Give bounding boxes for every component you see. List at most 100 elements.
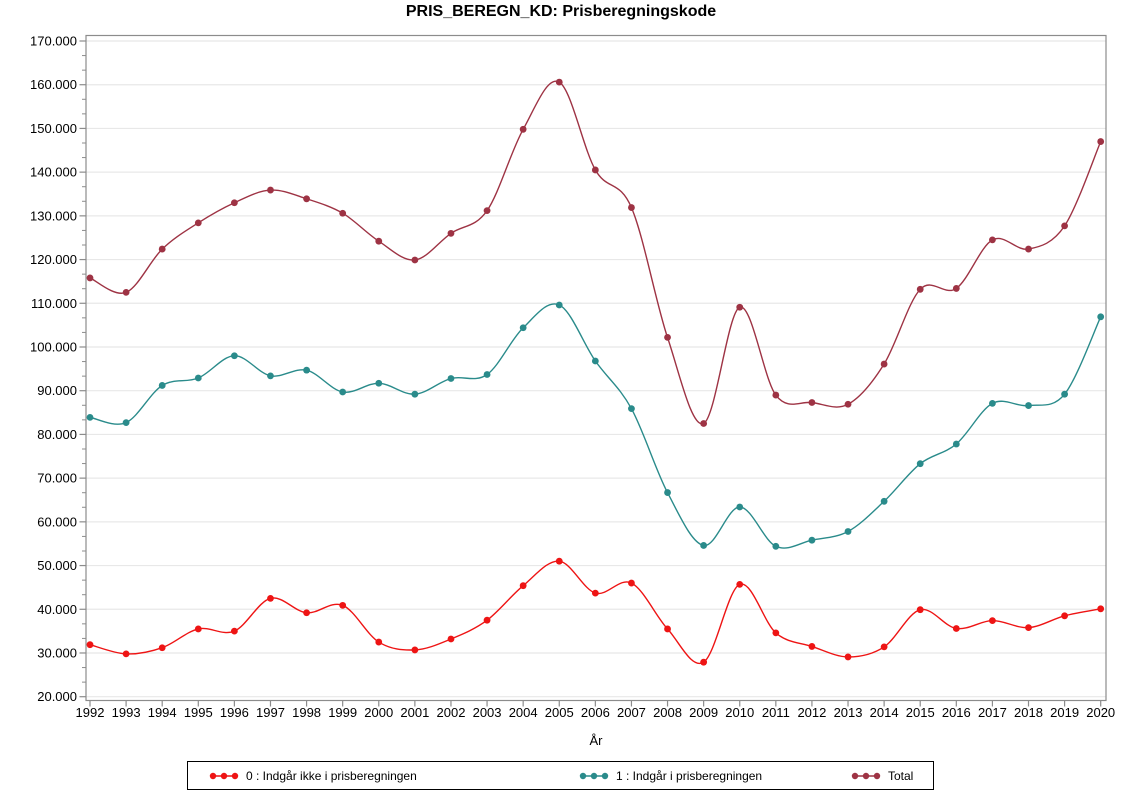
data-point-marker [952,625,960,632]
x-tick-label: 2008 [653,705,682,720]
data-point-marker [1025,402,1032,409]
x-tick-label: 2003 [473,705,502,720]
data-point-marker [808,399,816,406]
data-point-marker [772,629,780,637]
data-point-marker [916,606,924,614]
y-tick-label: 40.000 [37,602,77,617]
data-point-marker [194,374,202,382]
data-point-marker [555,557,563,565]
data-point-marker [1097,313,1105,321]
data-point-marker [267,594,274,602]
data-point-marker [628,204,635,211]
data-point-marker [519,324,527,332]
data-point-marker [989,617,996,625]
data-point-marker [591,166,599,174]
x-tick-label: 2013 [834,705,863,720]
x-tick-label: 1997 [256,705,285,720]
data-point-marker [230,199,238,207]
data-point-marker [158,245,166,253]
data-point-marker [1061,222,1069,230]
legend-entry-total: Total [850,762,913,789]
legend-label-series1: 1 : Indgår i prisberegningen [616,768,763,783]
data-point-marker [772,391,780,399]
data-point-marker [880,497,888,505]
data-point-marker [519,125,527,133]
legend-entry-series0: 0 : Indgår ikke i prisberegningen [208,762,417,789]
x-tick-label: 2007 [617,705,646,720]
data-point-marker [952,440,960,448]
data-point-marker [483,616,491,624]
data-point-marker [700,542,708,549]
y-tick-label: 20.000 [37,689,77,704]
data-point-marker [158,644,166,652]
data-point-marker [375,379,383,387]
data-point-marker [808,536,816,544]
x-tick-label: 1995 [184,705,213,720]
data-point-marker [664,625,671,633]
y-tick-label: 60.000 [37,514,77,529]
data-point-marker [736,303,744,311]
data-point-marker [483,207,491,215]
legend-label-total: Total [888,768,914,783]
data-point-marker [447,375,455,382]
data-point-marker [1061,612,1069,620]
legend-line-sample-icon [579,772,609,779]
series-line-1 [89,303,1102,549]
data-point-marker [555,78,563,86]
data-point-marker [194,219,202,227]
x-tick-label: 1992 [76,705,105,720]
x-tick-label: 2011 [762,705,790,720]
data-point-marker [555,301,563,309]
data-point-marker [86,641,94,649]
data-point-marker [303,366,310,374]
x-tick-label: 2014 [870,705,899,720]
y-tick-label: 160.000 [30,77,77,92]
data-point-marker [664,489,671,496]
y-tick-label: 30.000 [37,645,77,660]
data-point-marker [880,643,888,651]
data-point-marker [86,413,94,421]
data-point-marker [1097,605,1105,613]
x-tick-label: 2009 [689,705,718,720]
x-tick-label: 2020 [1086,705,1115,720]
data-point-marker [700,658,708,666]
data-point-marker [880,360,888,368]
data-point-marker [267,372,274,380]
y-tick-label: 140.000 [30,165,77,180]
data-point-marker [122,288,130,296]
y-tick-label: 50.000 [37,558,77,573]
x-tick-label: 2002 [437,705,466,720]
y-tick-label: 150.000 [30,121,77,136]
data-point-marker [411,256,419,264]
data-point-marker [772,542,780,550]
data-point-marker [339,601,347,609]
data-point-marker [447,635,455,643]
x-tick-label: 1994 [148,705,177,720]
data-point-marker [122,650,130,658]
x-tick-label: 1999 [328,705,357,720]
data-point-marker [700,420,708,427]
data-point-marker [447,229,455,237]
data-point-marker [1025,624,1032,632]
data-point-marker [628,405,635,413]
data-point-marker [844,653,852,661]
x-tick-label: 2017 [978,705,1007,720]
data-point-marker [519,582,527,590]
data-point-marker [158,382,166,389]
legend-entry-series1: 1 : Indgår i prisberegningen [578,762,762,789]
series-line-0 [89,560,1101,665]
x-tick-label: 2005 [545,705,574,720]
data-point-marker [844,528,852,535]
data-point-marker [86,274,94,282]
data-point-marker [591,357,599,365]
x-tick-label: 2004 [509,705,538,720]
data-point-marker [736,580,744,588]
x-tick-label: 2018 [1014,705,1043,720]
data-point-marker [194,625,202,633]
x-tick-label: 1998 [292,705,321,720]
data-point-marker [989,236,996,244]
plot-frame [85,34,1107,702]
data-point-marker [916,285,924,293]
